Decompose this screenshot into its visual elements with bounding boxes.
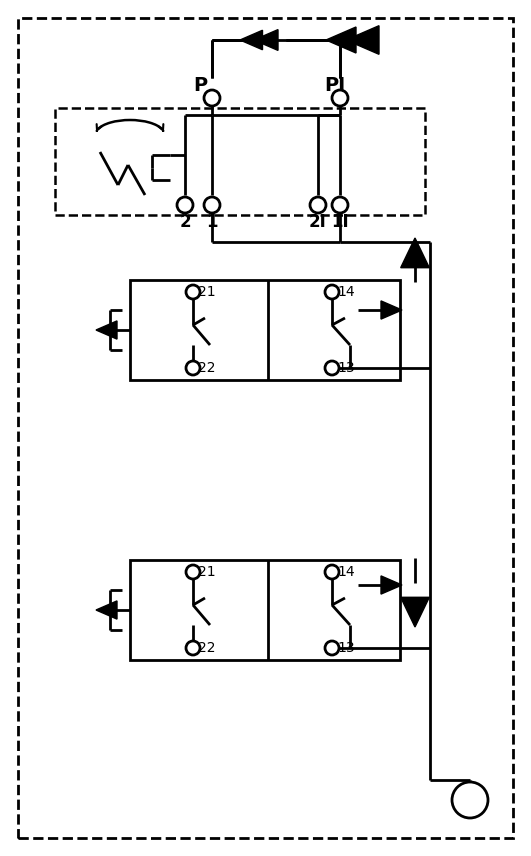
Polygon shape	[381, 301, 402, 319]
Circle shape	[186, 285, 200, 299]
Circle shape	[204, 90, 220, 106]
Circle shape	[186, 641, 200, 655]
Polygon shape	[381, 576, 402, 594]
Text: 22: 22	[198, 641, 216, 655]
Text: 22: 22	[198, 361, 216, 375]
Text: 2I: 2I	[309, 213, 327, 231]
Text: 21: 21	[198, 565, 216, 579]
Circle shape	[325, 641, 339, 655]
Circle shape	[325, 285, 339, 299]
Text: 1I: 1I	[331, 213, 349, 231]
Circle shape	[325, 565, 339, 579]
Polygon shape	[401, 597, 429, 627]
Text: 14: 14	[337, 565, 355, 579]
Polygon shape	[401, 238, 429, 268]
Polygon shape	[96, 601, 117, 619]
Circle shape	[452, 782, 488, 818]
Polygon shape	[254, 30, 278, 51]
Polygon shape	[240, 30, 262, 50]
Text: 2: 2	[179, 213, 191, 231]
Polygon shape	[326, 27, 356, 53]
Bar	[55, 108, 425, 215]
Text: 1: 1	[206, 213, 218, 231]
Text: P: P	[193, 75, 207, 94]
Circle shape	[332, 90, 348, 106]
Text: PI: PI	[324, 75, 346, 94]
Text: 21: 21	[198, 285, 216, 299]
Bar	[130, 280, 400, 380]
Text: 13: 13	[337, 361, 355, 375]
Circle shape	[186, 565, 200, 579]
Text: 13: 13	[337, 641, 355, 655]
Polygon shape	[346, 26, 379, 54]
Bar	[130, 560, 400, 660]
Polygon shape	[96, 321, 117, 339]
Circle shape	[177, 197, 193, 213]
Circle shape	[332, 197, 348, 213]
Text: 14: 14	[337, 285, 355, 299]
Circle shape	[186, 361, 200, 375]
Circle shape	[310, 197, 326, 213]
Circle shape	[325, 361, 339, 375]
Circle shape	[204, 197, 220, 213]
